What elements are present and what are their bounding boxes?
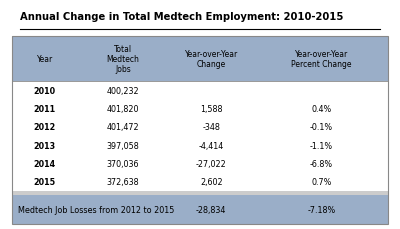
Text: -0.1%: -0.1% xyxy=(310,123,333,132)
Text: 0.7%: 0.7% xyxy=(311,178,332,187)
Text: -4,414: -4,414 xyxy=(199,141,224,150)
Text: Year: Year xyxy=(37,55,53,64)
Bar xyxy=(254,155,388,173)
Bar xyxy=(78,173,168,191)
Bar xyxy=(254,82,388,100)
Text: 2,602: 2,602 xyxy=(200,178,222,187)
Bar xyxy=(254,195,388,224)
Text: 401,472: 401,472 xyxy=(107,123,139,132)
Text: 2011: 2011 xyxy=(34,105,56,114)
Text: 401,820: 401,820 xyxy=(107,105,139,114)
Text: -348: -348 xyxy=(202,123,220,132)
Text: -27,022: -27,022 xyxy=(196,159,227,168)
Text: 370,036: 370,036 xyxy=(107,159,139,168)
Bar xyxy=(168,136,254,155)
Text: Annual Change in Total Medtech Employment: 2010-2015: Annual Change in Total Medtech Employmen… xyxy=(20,12,343,22)
Bar xyxy=(168,100,254,118)
Text: 400,232: 400,232 xyxy=(107,86,139,95)
Bar xyxy=(12,136,78,155)
Bar xyxy=(254,37,388,82)
Bar xyxy=(12,82,78,100)
Bar xyxy=(254,118,388,136)
Text: Year-over-Year
Percent Change: Year-over-Year Percent Change xyxy=(291,49,352,69)
Bar xyxy=(254,173,388,191)
Text: Medtech Job Losses from 2012 to 2015: Medtech Job Losses from 2012 to 2015 xyxy=(18,205,175,214)
Text: 2013: 2013 xyxy=(34,141,56,150)
Bar xyxy=(254,100,388,118)
Text: -28,834: -28,834 xyxy=(196,205,226,214)
Bar xyxy=(78,82,168,100)
Bar xyxy=(78,118,168,136)
Text: -7.18%: -7.18% xyxy=(307,205,335,214)
Bar xyxy=(168,82,254,100)
Bar xyxy=(12,195,168,224)
Bar xyxy=(78,155,168,173)
Text: 0.4%: 0.4% xyxy=(311,105,331,114)
Bar xyxy=(12,191,388,195)
Bar xyxy=(78,100,168,118)
Bar xyxy=(168,195,254,224)
Bar xyxy=(78,37,168,82)
Text: 1,588: 1,588 xyxy=(200,105,222,114)
Bar xyxy=(12,118,78,136)
Text: -1.1%: -1.1% xyxy=(310,141,333,150)
Text: Total
Medtech
Jobs: Total Medtech Jobs xyxy=(106,44,139,74)
Text: 2015: 2015 xyxy=(34,178,56,187)
Bar xyxy=(12,37,78,82)
Bar xyxy=(78,136,168,155)
Bar xyxy=(254,136,388,155)
Text: -6.8%: -6.8% xyxy=(310,159,333,168)
Bar xyxy=(168,155,254,173)
Bar xyxy=(12,173,78,191)
Bar xyxy=(168,118,254,136)
Text: 372,638: 372,638 xyxy=(107,178,139,187)
Bar xyxy=(12,155,78,173)
Text: 2014: 2014 xyxy=(34,159,56,168)
Bar xyxy=(168,173,254,191)
Text: 397,058: 397,058 xyxy=(106,141,139,150)
Text: 2010: 2010 xyxy=(34,86,56,95)
Bar xyxy=(168,37,254,82)
Text: Year-over-Year
Change: Year-over-Year Change xyxy=(185,49,238,69)
Text: 2012: 2012 xyxy=(34,123,56,132)
Bar xyxy=(12,100,78,118)
